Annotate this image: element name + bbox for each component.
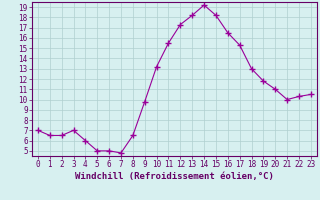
- X-axis label: Windchill (Refroidissement éolien,°C): Windchill (Refroidissement éolien,°C): [75, 172, 274, 181]
